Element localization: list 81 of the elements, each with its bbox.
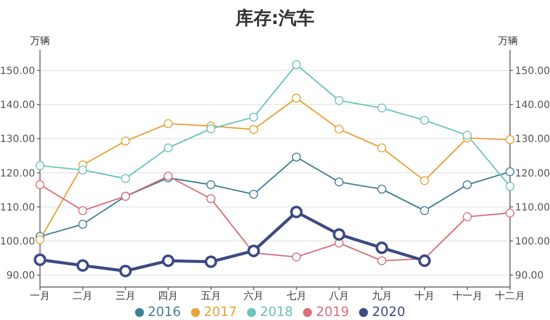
point [420, 116, 430, 125]
y-tick-label: 130.00 [0, 134, 35, 146]
y-tick-label: 90.00 [6, 270, 35, 282]
chart-title: 库存:汽车 [234, 7, 316, 30]
y2-tick-label: 110.00 [515, 202, 550, 214]
x-tick-label: 五月 [200, 291, 221, 302]
point [506, 182, 514, 191]
x-tick-label: 三月 [115, 291, 136, 302]
point [506, 135, 514, 144]
point [120, 136, 130, 146]
point [206, 124, 216, 134]
point [34, 253, 46, 266]
y2-tick-label: 120.00 [515, 168, 550, 180]
y2-tick-label: 140.00 [515, 100, 550, 112]
point [36, 180, 44, 190]
point [206, 180, 216, 190]
x-tick-label: 八月 [329, 291, 350, 302]
point [506, 208, 514, 218]
point [36, 161, 44, 170]
point [119, 264, 132, 278]
point [120, 174, 130, 184]
point [76, 259, 89, 272]
point [334, 177, 344, 186]
point [292, 94, 301, 103]
point [377, 256, 386, 266]
point [332, 228, 346, 241]
point [78, 166, 88, 175]
point [290, 206, 303, 218]
point [249, 112, 258, 122]
point [334, 124, 344, 134]
x-tick-label: 十一月 [452, 290, 482, 302]
point [78, 206, 88, 216]
x-tick-label: 四月 [158, 291, 178, 302]
y2-axis-title: 万辆 [498, 35, 518, 48]
point [249, 124, 258, 134]
legend-label: 2016 [148, 305, 181, 320]
x-tick-label: 十二月 [495, 290, 525, 302]
point [462, 212, 472, 222]
point [462, 180, 472, 190]
x-tick-label: 一月 [30, 291, 50, 302]
point [377, 143, 386, 152]
y2-tick-label: 100.00 [515, 236, 550, 248]
point [36, 235, 44, 244]
x-tick-label: 七月 [286, 290, 306, 302]
y-axis-title: 万辆 [30, 35, 50, 48]
point [334, 96, 344, 105]
legend-label: 2017 [204, 305, 237, 320]
point [506, 167, 514, 176]
y-tick-label: 110.00 [0, 202, 35, 214]
y2-tick-label: 130.00 [515, 134, 550, 146]
x-tick-label: 十月 [414, 290, 435, 302]
x-tick-label: 二月 [72, 291, 93, 302]
point [377, 103, 386, 112]
point [162, 254, 174, 267]
y-tick-label: 100.00 [0, 236, 35, 248]
x-tick-label: 九月 [372, 290, 392, 302]
point [206, 194, 216, 204]
point [204, 256, 218, 268]
point [292, 252, 301, 262]
y-tick-label: 140.00 [0, 100, 35, 112]
point [462, 130, 472, 140]
point [249, 190, 258, 199]
x-tick-label: 六月 [244, 290, 264, 302]
point [376, 242, 388, 254]
point [420, 176, 430, 186]
point [164, 119, 173, 128]
legend-label: 2018 [260, 305, 294, 320]
point [292, 152, 301, 162]
y2-tick-label: 150.00 [515, 66, 550, 78]
point [164, 143, 173, 152]
legend-label: 2020 [372, 305, 406, 320]
y-tick-label: 120.00 [0, 168, 35, 180]
point [420, 206, 430, 216]
point [418, 254, 431, 267]
point [377, 184, 386, 194]
y-tick-label: 150.00 [0, 66, 35, 78]
point [292, 60, 301, 70]
legend-label: 2019 [316, 305, 350, 320]
y2-tick-label: 90.00 [515, 270, 544, 282]
point [78, 220, 88, 229]
point [247, 244, 260, 258]
